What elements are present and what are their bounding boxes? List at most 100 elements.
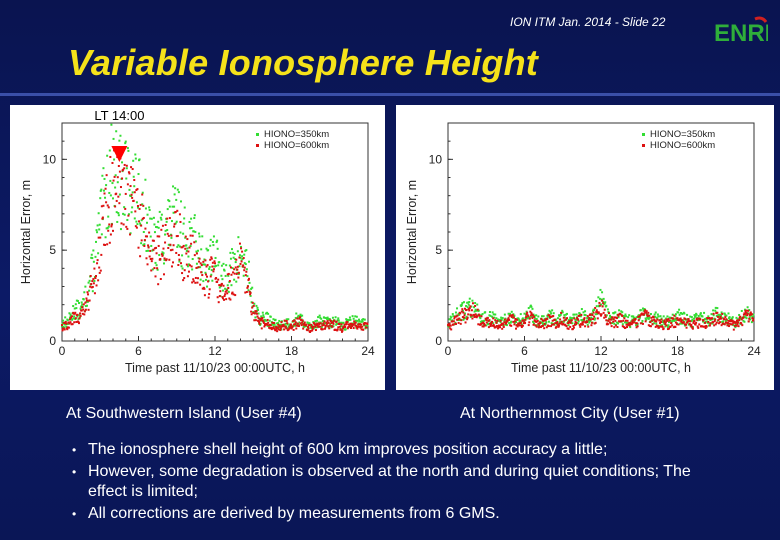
data-point <box>286 327 289 330</box>
data-point <box>542 324 545 327</box>
data-point <box>163 262 165 265</box>
data-point <box>180 200 182 203</box>
data-point <box>194 230 197 233</box>
data-point <box>505 321 508 324</box>
data-point <box>693 314 696 317</box>
data-point <box>536 319 539 322</box>
data-point <box>112 179 115 182</box>
data-point <box>71 315 74 318</box>
data-point <box>724 319 727 322</box>
data-point <box>78 322 80 325</box>
data-point <box>181 267 184 270</box>
data-point <box>587 318 590 321</box>
data-point <box>233 272 236 275</box>
data-point <box>307 327 310 330</box>
data-point <box>583 313 586 316</box>
data-point <box>747 309 750 312</box>
data-point <box>203 258 206 261</box>
data-point <box>548 309 551 312</box>
data-point <box>242 257 245 260</box>
data-point <box>79 316 82 319</box>
data-point <box>509 321 512 324</box>
data-point <box>554 318 557 321</box>
data-point <box>482 321 485 324</box>
data-point <box>289 323 292 326</box>
data-point <box>547 325 550 328</box>
data-point <box>255 312 258 315</box>
data-point <box>186 265 189 268</box>
data-point <box>223 295 226 298</box>
data-point <box>62 327 65 330</box>
data-point <box>743 308 746 311</box>
data-point <box>97 236 100 239</box>
data-point <box>186 247 189 250</box>
data-point <box>113 158 116 161</box>
data-point <box>210 256 213 259</box>
data-point <box>501 316 504 319</box>
data-point <box>327 317 330 320</box>
data-point <box>316 319 318 322</box>
data-point <box>600 303 602 306</box>
data-point <box>450 316 453 319</box>
data-point <box>638 315 641 318</box>
data-point <box>717 313 720 316</box>
data-point <box>686 313 689 316</box>
data-point <box>717 316 720 319</box>
data-point <box>495 317 498 320</box>
data-point <box>179 231 182 234</box>
data-point <box>750 313 753 316</box>
data-point <box>254 310 257 313</box>
data-point <box>344 328 347 331</box>
data-point <box>257 317 260 320</box>
data-point <box>677 311 680 314</box>
data-point <box>607 311 610 314</box>
data-point <box>286 323 289 326</box>
data-point <box>717 322 720 325</box>
data-point <box>658 322 661 325</box>
data-point <box>223 298 226 301</box>
data-point <box>280 325 283 328</box>
data-point <box>527 315 530 318</box>
data-point <box>495 324 498 327</box>
data-point <box>537 326 540 329</box>
data-point <box>461 309 464 312</box>
data-point <box>547 320 550 323</box>
data-point <box>714 309 717 312</box>
data-point <box>141 217 144 220</box>
data-point <box>537 315 540 318</box>
data-point <box>494 320 497 323</box>
data-point <box>82 303 85 306</box>
data-point <box>151 239 154 242</box>
data-point <box>89 274 92 277</box>
data-point <box>249 291 252 294</box>
data-point <box>187 255 190 258</box>
data-point <box>457 321 460 324</box>
data-point <box>539 326 542 329</box>
data-point <box>164 241 167 244</box>
data-point <box>82 298 85 301</box>
data-point <box>668 319 671 322</box>
data-point <box>98 223 101 226</box>
data-point <box>359 325 362 328</box>
data-point <box>177 254 180 257</box>
data-point <box>603 308 606 311</box>
data-point <box>699 313 702 316</box>
data-point <box>637 314 640 317</box>
data-point <box>261 317 264 320</box>
data-point <box>74 317 77 320</box>
data-point <box>105 174 108 177</box>
data-point <box>729 320 732 323</box>
data-point <box>355 326 358 329</box>
data-point <box>492 323 495 326</box>
data-point <box>257 319 260 322</box>
data-point <box>217 278 220 281</box>
data-point <box>602 300 605 303</box>
data-point <box>740 318 743 321</box>
bullet-dot: • <box>72 465 77 479</box>
data-point <box>322 320 325 323</box>
data-point <box>94 277 97 280</box>
data-point <box>99 269 102 272</box>
data-point <box>196 281 199 284</box>
data-point <box>573 323 576 326</box>
data-point <box>724 314 727 317</box>
